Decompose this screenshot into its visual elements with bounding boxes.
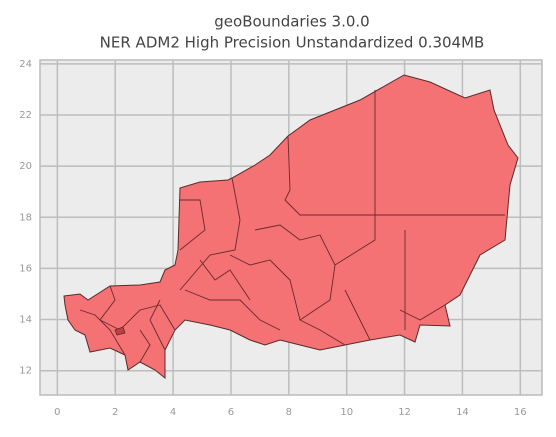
y-tick-label: 24 bbox=[19, 59, 32, 70]
x-tick-label: 12 bbox=[398, 407, 411, 418]
x-tick-label: 2 bbox=[112, 407, 118, 418]
y-tick-label: 12 bbox=[19, 366, 32, 377]
region-highlight bbox=[114, 326, 126, 336]
x-tick-label: 4 bbox=[170, 407, 176, 418]
y-tick-label: 14 bbox=[19, 315, 32, 326]
x-tick-label: 6 bbox=[228, 407, 234, 418]
x-tick-label: 16 bbox=[514, 407, 527, 418]
x-tick-label: 10 bbox=[340, 407, 353, 418]
y-tick-label: 22 bbox=[19, 110, 32, 121]
x-tick-label: 14 bbox=[456, 407, 469, 418]
y-tick-label: 16 bbox=[19, 263, 32, 274]
chart-title: geoBoundaries 3.0.0 bbox=[214, 13, 369, 31]
x-tick-label: 8 bbox=[286, 407, 292, 418]
y-tick-label: 18 bbox=[19, 212, 32, 223]
country-shape bbox=[63, 74, 519, 380]
map bbox=[63, 74, 519, 380]
x-tick-label: 0 bbox=[54, 407, 60, 418]
chart-subtitle: NER ADM2 High Precision Unstandardized 0… bbox=[100, 34, 485, 52]
y-tick-label: 20 bbox=[19, 161, 32, 172]
